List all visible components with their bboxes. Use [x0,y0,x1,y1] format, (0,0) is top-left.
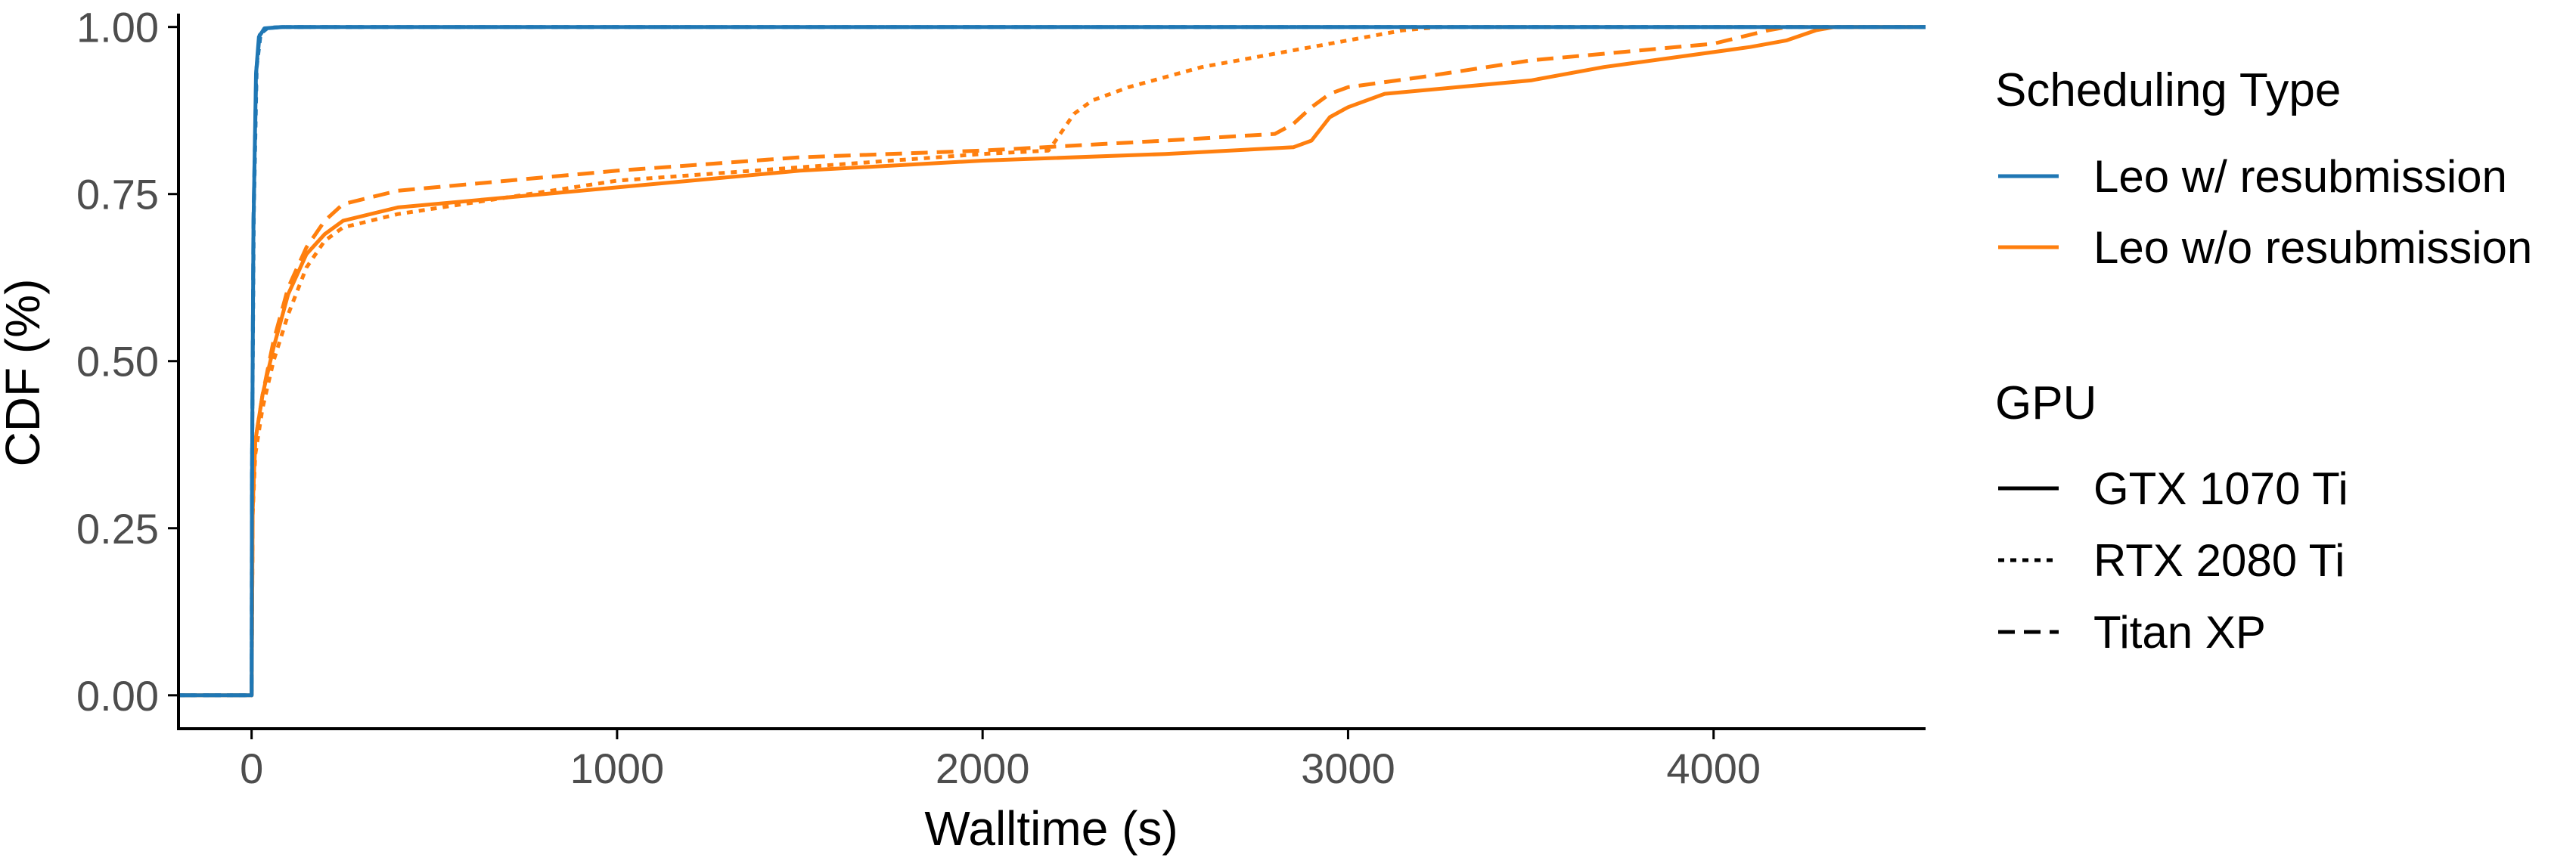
y-tick-label: 1.00 [76,4,159,51]
legend-label-rtx: RTX 2080 Ti [2093,535,2345,586]
axes: 0.00 0.25 0.50 0.75 1.00 0 1000 2000 3000 4000 [76,4,1926,792]
x-tick-label: 3000 [1301,745,1395,792]
series-line-resub-rtx-2080-ti [178,25,1926,698]
legend-item-rtx: RTX 2080 Ti [1998,535,2345,586]
x-ticks: 0 1000 2000 3000 4000 [240,729,1761,792]
y-tick-label: 0.50 [76,338,159,386]
x-axis-label: Walltime (s) [924,801,1178,856]
series-line-noresub-rtx-2080-ti [178,25,1926,698]
legend-label-gtx: GTX 1070 Ti [2093,463,2348,514]
y-tick-label: 0.25 [76,505,159,553]
y-axis-label: CDF (%) [0,279,50,467]
legend-item-resub: Leo w/ resubmission [1998,151,2507,202]
legend-title-scheduling: Scheduling Type [1995,64,2341,116]
legend-item-gtx: GTX 1070 Ti [1998,463,2348,514]
x-tick-label: 4000 [1666,745,1761,792]
x-tick-label: 0 [240,745,263,792]
x-tick-label: 2000 [936,745,1030,792]
legend-label-titan: Titan XP [2093,607,2266,658]
legend-label-resub: Leo w/ resubmission [2093,151,2507,202]
legend: Scheduling Type Leo w/ resubmission Leo … [1995,64,2532,658]
legend-item-titan: Titan XP [1998,607,2266,658]
y-tick-label: 0.00 [76,672,159,720]
legend-label-noresub: Leo w/o resubmission [2093,222,2532,273]
series-line-resub-titan-xp [178,25,1926,698]
y-tick-label: 0.75 [76,171,159,218]
series-line-noresub-gtx-1070-ti [178,25,1926,698]
y-ticks: 0.00 0.25 0.50 0.75 1.00 [76,4,178,720]
legend-item-noresub: Leo w/o resubmission [1998,222,2532,273]
x-tick-label: 1000 [570,745,665,792]
series-line-resub-gtx-1070-ti [178,25,1926,698]
legend-title-gpu: GPU [1995,377,2096,429]
series-line-noresub-titan-xp [178,25,1926,698]
plot-area [178,25,1926,698]
